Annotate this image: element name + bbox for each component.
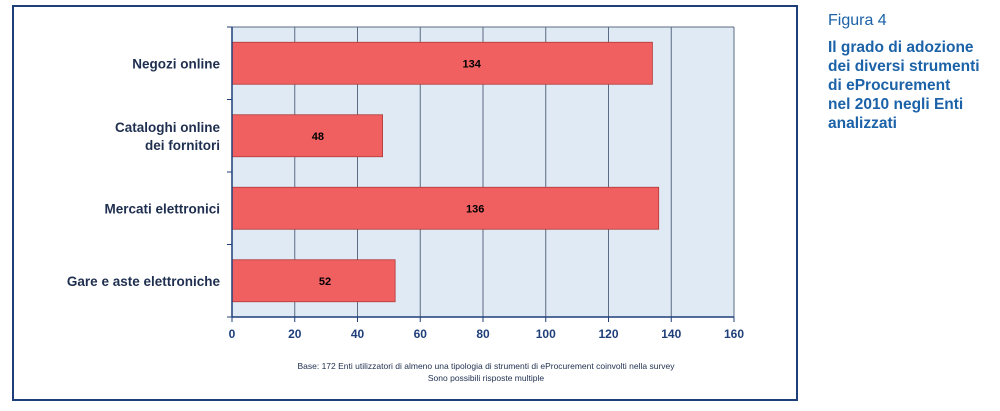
- category-label-line: Gare e aste elettroniche: [67, 274, 221, 289]
- x-tick-label: 160: [724, 327, 744, 341]
- category-label-line: dei fornitori: [145, 138, 220, 153]
- figure-label: Figura 4: [828, 12, 887, 29]
- footnote-line: Base: 172 Enti utilizzatori di almeno un…: [297, 361, 675, 371]
- figure-title-line: di eProcurement: [828, 77, 951, 94]
- data-label: 52: [319, 276, 331, 288]
- x-tick-label: 0: [229, 327, 236, 341]
- data-label: 48: [312, 131, 324, 143]
- category-label-line: Negozi online: [132, 56, 220, 71]
- bar: [231, 114, 384, 158]
- category-label: Gare e aste elettroniche: [67, 274, 221, 289]
- category-label: Cataloghi online dei fornitori: [115, 120, 220, 153]
- x-tick-label: 80: [476, 327, 490, 341]
- figure-title: Il grado di adozione dei diversi strumen…: [828, 38, 996, 133]
- x-tick-label: 20: [288, 327, 302, 341]
- bar: [231, 259, 396, 303]
- figure-title-line: Il grado di adozione: [828, 39, 974, 56]
- category-label-line: Cataloghi online: [115, 120, 220, 135]
- x-tick-label: 100: [536, 327, 556, 341]
- axes: [227, 26, 735, 322]
- figure-title-line: analizzati: [828, 115, 897, 132]
- figure-title-line: nel 2010 negli Enti: [828, 96, 964, 113]
- category-label: Mercati elettronici: [104, 201, 220, 216]
- bars: [231, 41, 660, 303]
- labels: 0 20 40 60 80 100 120 140 160 134 Negozi online 48 C…: [67, 56, 744, 383]
- bar: [231, 41, 653, 85]
- bar: [231, 186, 660, 230]
- x-tick-label: 140: [661, 327, 681, 341]
- x-tick-label: 40: [351, 327, 365, 341]
- data-label: 134: [462, 58, 481, 70]
- figure-title-line: dei diversi strumenti: [828, 58, 980, 75]
- category-label: Negozi online: [132, 56, 220, 71]
- footnote-line: Sono possibili risposte multiple: [428, 373, 544, 383]
- category-label-line: Mercati elettronici: [104, 201, 220, 216]
- data-label: 136: [466, 203, 484, 215]
- x-tick-label: 120: [598, 327, 618, 341]
- x-tick-label: 60: [414, 327, 428, 341]
